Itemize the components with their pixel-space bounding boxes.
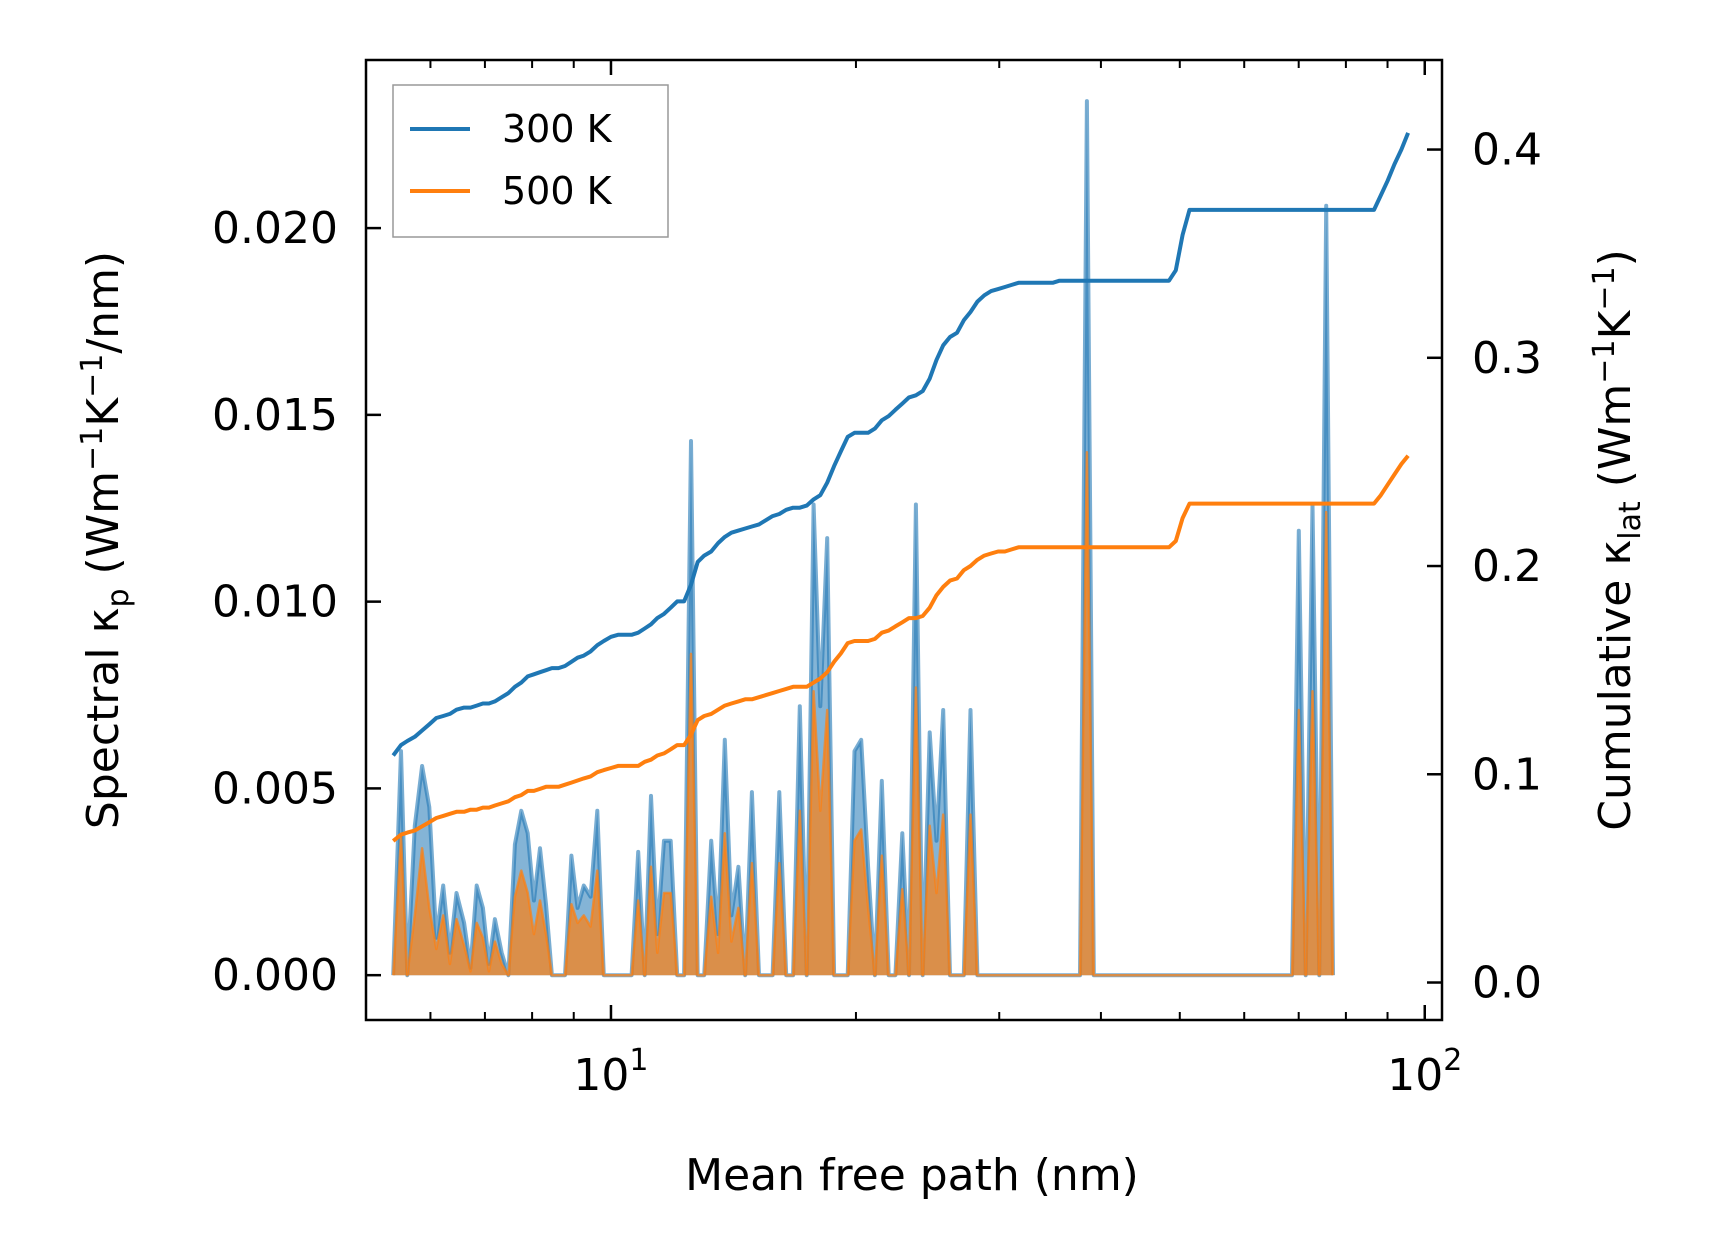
- x-axis-title: Mean free path (nm): [685, 1150, 1139, 1201]
- cumulative-line-300k: [391, 132, 1410, 757]
- spectral-area-500k: [391, 450, 1335, 977]
- plot-layer: [391, 99, 1410, 978]
- y-right-tick-label-3: 0.3: [1472, 333, 1542, 384]
- y-left-tick-label-1: 0.005: [212, 763, 338, 814]
- y-axis-left-title: Spectral κp (Wm−1K−1/nm): [75, 251, 136, 829]
- tick-layer: [366, 60, 1442, 1020]
- x-tick-label-0: 101: [573, 1043, 648, 1101]
- legend-label-500k: 500 K: [502, 169, 613, 213]
- legend-label-300k: 300 K: [502, 107, 613, 151]
- x-tick-label-1: 102: [1387, 1043, 1462, 1101]
- y-left-tick-label-2: 0.010: [212, 577, 338, 628]
- y-left-tick-label-3: 0.015: [212, 390, 338, 441]
- y-right-tick-label-4: 0.4: [1472, 125, 1542, 176]
- legend: 300 K 500 K: [392, 84, 669, 238]
- y-axis-right-title: Cumulative κlat (Wm−1K−1): [1587, 249, 1648, 831]
- y-right-tick-label-2: 0.2: [1472, 541, 1542, 592]
- y-left-tick-label-0: 0.000: [212, 950, 338, 1001]
- legend-frame: [392, 84, 669, 238]
- label-layer: 101 102 0.000 0.005 0.010 0.015 0.020 0.0 0.1 0.2…: [212, 125, 1542, 1101]
- y-right-tick-label-1: 0.1: [1472, 749, 1542, 800]
- axes-frame: [364, 58, 1444, 1022]
- y-left-tick-label-4: 0.020: [212, 203, 338, 254]
- cumulative-line-500k: [391, 454, 1410, 843]
- y-right-tick-label-0: 0.0: [1472, 958, 1542, 1009]
